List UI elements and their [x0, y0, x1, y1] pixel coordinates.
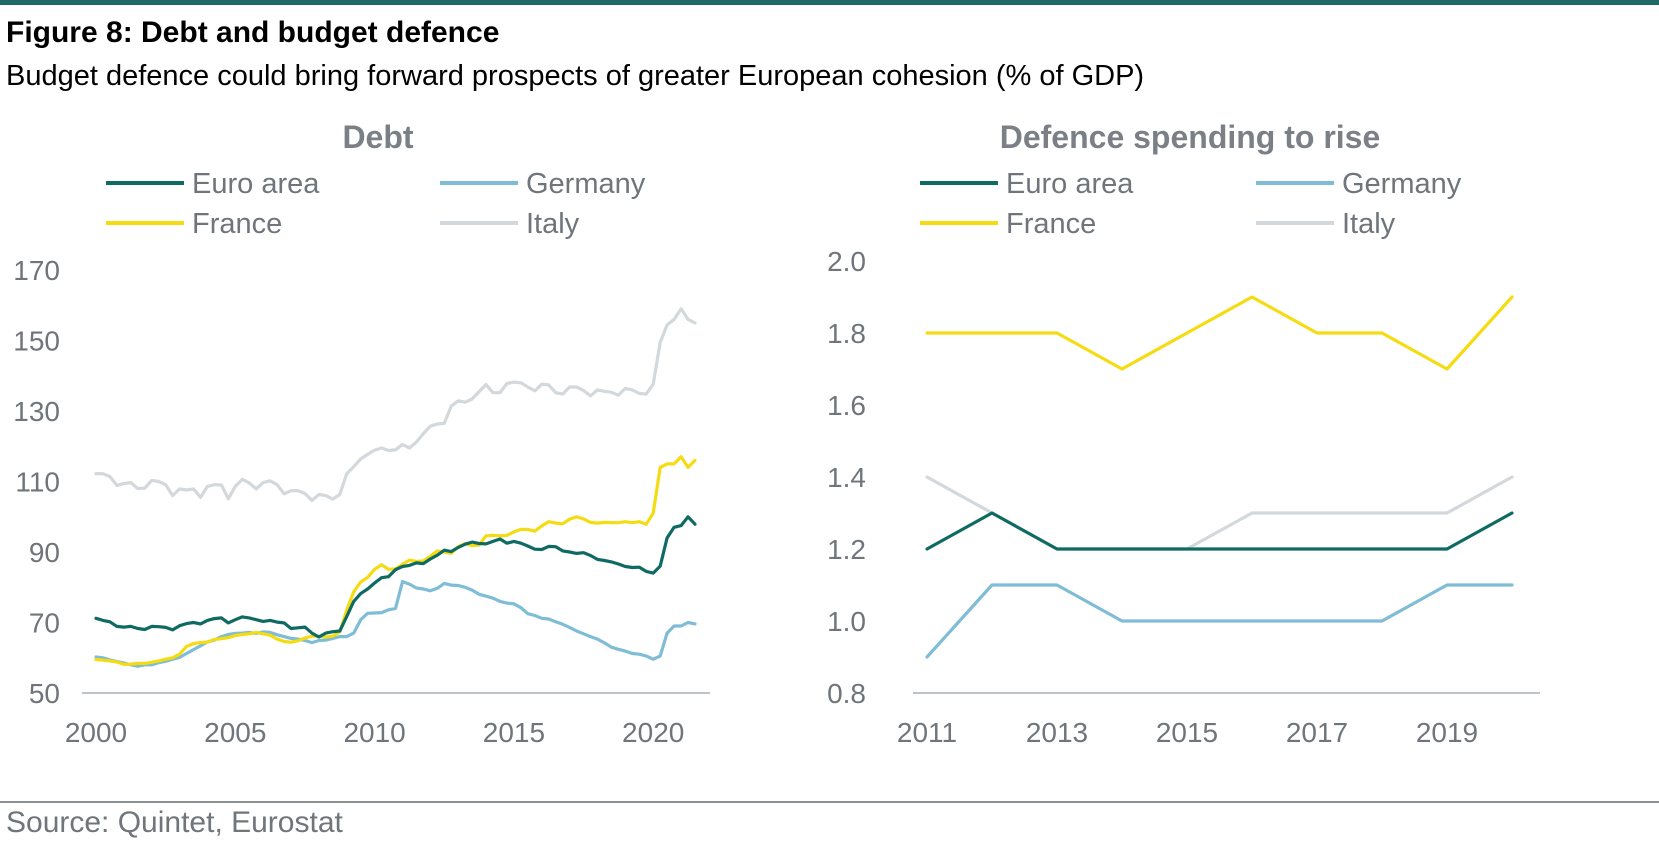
panel2-y-tick-3: 1.4	[827, 462, 866, 493]
panel1-title: Debt	[342, 119, 413, 155]
panel1-x-tick-0: 2000	[65, 717, 127, 748]
panel2-y-tick-6: 2.0	[827, 246, 866, 277]
panel1-y-tick-0: 50	[29, 678, 60, 709]
panel2-x-tick-1: 2013	[1026, 717, 1088, 748]
panel1-legend-label-2: France	[192, 208, 282, 240]
panel1-series-line-italy	[94, 307, 697, 503]
panel2-series-line-italy	[925, 475, 1514, 551]
panel1-y-tick-1: 70	[29, 608, 60, 639]
panel1-x-tick-2: 2010	[343, 717, 405, 748]
panel1-series-line-euro-area	[94, 515, 697, 639]
panel1-legend-label-1: Germany	[526, 168, 646, 200]
panel1-y-tick-2: 90	[29, 537, 60, 568]
panel1-y-tick-6: 170	[13, 255, 60, 286]
panel2-title: Defence spending to rise	[1000, 119, 1381, 155]
panel2-y-tick-5: 1.8	[827, 318, 866, 349]
panel1-y-tick-4: 130	[13, 396, 60, 427]
panel1-series-line-germany	[94, 579, 697, 668]
panel2-y-tick-4: 1.6	[827, 390, 866, 421]
panel2-legend-label-2: France	[1006, 208, 1096, 240]
panel1-y-tick-3: 110	[15, 467, 60, 498]
panel2-x-tick-3: 2017	[1286, 717, 1348, 748]
panel1-legend-label-3: Italy	[526, 208, 580, 240]
panel1-x-tick-4: 2020	[622, 717, 684, 748]
figure-subtitle: Budget defence could bring forward prosp…	[6, 60, 1145, 92]
panel2-x-tick-4: 2019	[1416, 717, 1478, 748]
panel2-y-tick-1: 1.0	[827, 606, 866, 637]
footer-divider	[0, 801, 1659, 803]
panel2-legend-label-1: Germany	[1342, 168, 1462, 200]
panel1-x-tick-1: 2005	[204, 717, 266, 748]
panel1-y-tick-5: 150	[13, 326, 60, 357]
panel2-x-tick-2: 2015	[1156, 717, 1218, 748]
panel2-series-line-germany	[925, 583, 1514, 659]
panel2-series-line-euro-area	[925, 511, 1514, 551]
panel2-legend-label-3: Italy	[1342, 208, 1396, 240]
panel2-y-tick-0: 0.8	[827, 678, 866, 709]
top-accent-bar	[0, 0, 1659, 5]
panel2-legend-label-0: Euro area	[1006, 168, 1134, 200]
panel2-series-line-france	[925, 295, 1514, 371]
panel2-y-tick-2: 1.2	[827, 534, 866, 565]
panel1-legend-label-0: Euro area	[192, 168, 320, 200]
source-note: Source: Quintet, Eurostat	[6, 806, 343, 839]
panel1-x-tick-3: 2015	[483, 717, 545, 748]
panel2-x-tick-0: 2011	[897, 717, 957, 748]
figure-title: Figure 8: Debt and budget defence	[6, 16, 500, 49]
